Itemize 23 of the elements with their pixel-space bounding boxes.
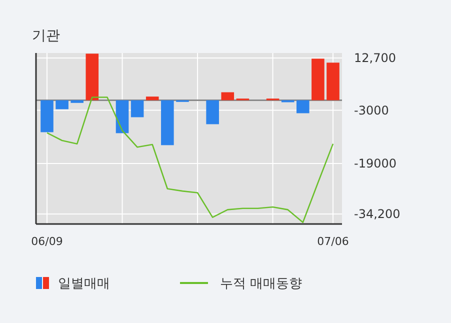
line-series <box>46 96 334 223</box>
bar <box>40 100 54 132</box>
bar <box>221 92 234 100</box>
x-tick-label: 07/06 <box>317 235 349 248</box>
bar <box>312 58 324 100</box>
bar <box>146 96 159 100</box>
bar <box>130 100 144 118</box>
y-tick-label: -19000 <box>354 156 397 171</box>
bar <box>70 100 84 103</box>
bar <box>326 62 340 100</box>
y-tick-label: -34,200 <box>354 207 400 222</box>
x-tick-label: 06/09 <box>31 235 63 248</box>
y-tick-label: 12,700 <box>354 51 396 66</box>
bar <box>206 100 219 124</box>
y-tick-label: -3000 <box>354 103 389 118</box>
legend-label: 누적 매매동향 <box>220 276 302 292</box>
bar <box>86 54 99 100</box>
bar <box>116 100 129 134</box>
bar <box>296 100 310 114</box>
bar <box>56 100 68 110</box>
chart-title: 기관 <box>32 28 60 44</box>
bar <box>161 100 174 146</box>
legend-label: 일별매매 <box>58 276 110 292</box>
